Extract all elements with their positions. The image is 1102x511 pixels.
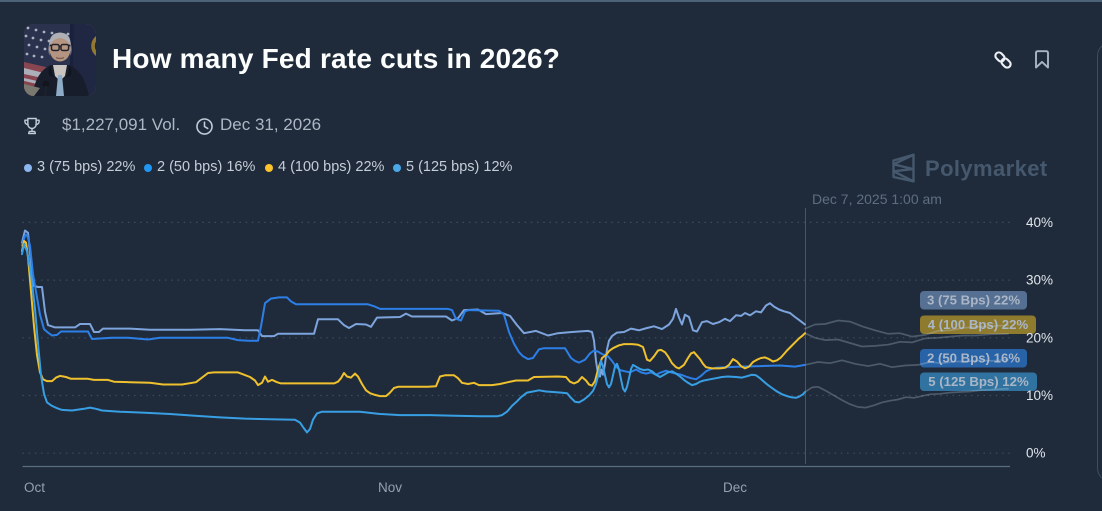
svg-text:30%: 30% xyxy=(1026,273,1053,288)
svg-text:40%: 40% xyxy=(1026,215,1053,230)
svg-text:Dec 7, 2025 1:00 am: Dec 7, 2025 1:00 am xyxy=(812,191,942,207)
svg-text:5 (125 Bps) 12%: 5 (125 Bps) 12% xyxy=(928,374,1029,389)
svg-text:Oct: Oct xyxy=(24,480,45,495)
svg-text:Nov: Nov xyxy=(378,480,402,495)
svg-text:20%: 20% xyxy=(1026,330,1053,345)
svg-text:10%: 10% xyxy=(1026,388,1053,403)
svg-text:Polymarket: Polymarket xyxy=(925,156,1048,181)
svg-text:3 (75 Bps) 22%: 3 (75 Bps) 22% xyxy=(927,293,1020,308)
svg-text:0%: 0% xyxy=(1026,446,1046,461)
svg-text:2 (50 Bps) 16%: 2 (50 Bps) 16% xyxy=(927,351,1020,366)
svg-text:Dec: Dec xyxy=(723,480,747,495)
svg-text:4 (100 Bps) 22%: 4 (100 Bps) 22% xyxy=(928,317,1029,332)
